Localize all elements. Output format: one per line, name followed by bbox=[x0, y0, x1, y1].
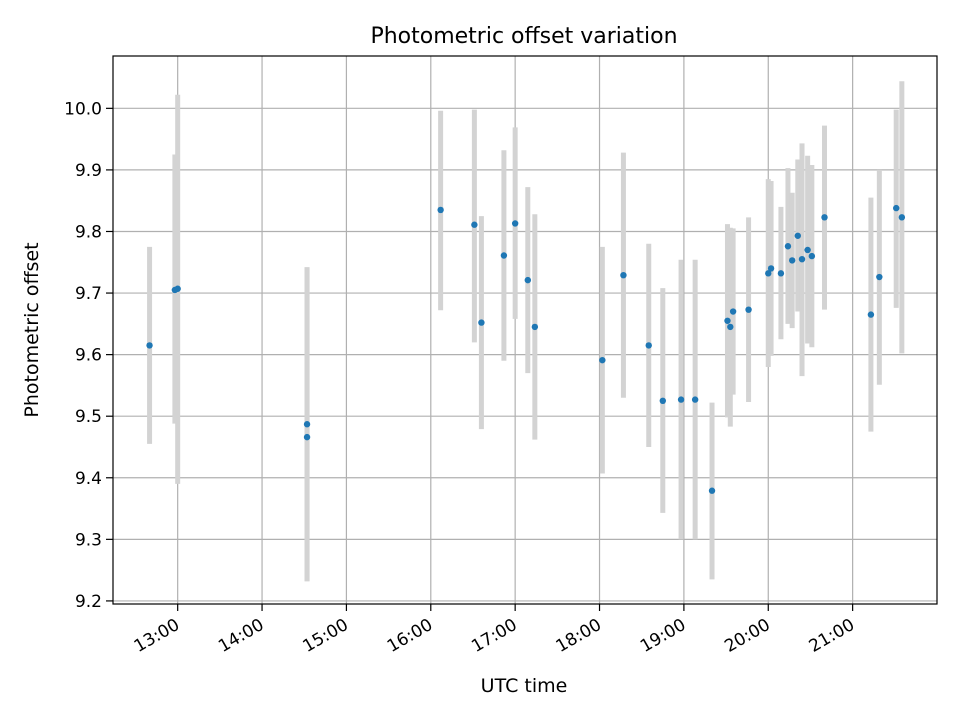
y-tick-label: 9.2 bbox=[75, 592, 102, 612]
data-point bbox=[893, 204, 900, 212]
data-point bbox=[821, 214, 828, 221]
plot-frame bbox=[112, 55, 938, 605]
data-point bbox=[174, 285, 181, 292]
y-tick-label: 9.7 bbox=[75, 284, 102, 304]
data-point bbox=[729, 308, 737, 315]
data-point bbox=[471, 221, 478, 228]
data-point bbox=[500, 252, 508, 259]
data-point bbox=[691, 396, 699, 403]
data-point bbox=[437, 206, 444, 214]
data-point bbox=[765, 270, 772, 277]
y-tick-label: 10.0 bbox=[64, 99, 102, 119]
y-tick-label: 9.6 bbox=[75, 346, 102, 366]
data-point bbox=[708, 487, 716, 494]
data-point bbox=[531, 323, 539, 331]
x-axis-label: UTC time bbox=[481, 675, 568, 697]
y-tick-label: 9.3 bbox=[75, 530, 102, 550]
y-axis-label: Photometric offset bbox=[21, 242, 43, 417]
data-point bbox=[303, 433, 311, 441]
data-point bbox=[808, 252, 816, 260]
data-point bbox=[794, 232, 801, 239]
data-point bbox=[599, 356, 606, 364]
data-point bbox=[876, 273, 883, 281]
data-point bbox=[645, 342, 652, 349]
data-point bbox=[777, 270, 785, 277]
data-point bbox=[659, 397, 667, 405]
data-point bbox=[677, 396, 685, 403]
data-point bbox=[146, 342, 153, 349]
grid-layer bbox=[113, 56, 937, 604]
data-point bbox=[620, 272, 627, 279]
data-point bbox=[898, 214, 906, 221]
data-point bbox=[788, 257, 796, 264]
data-point bbox=[798, 255, 806, 263]
data-point bbox=[727, 323, 734, 331]
point-layer bbox=[146, 204, 906, 494]
data-point bbox=[804, 246, 811, 254]
y-tick-label: 9.9 bbox=[75, 161, 102, 181]
data-point bbox=[784, 243, 792, 250]
data-point bbox=[745, 306, 752, 313]
data-point bbox=[867, 311, 875, 318]
data-point bbox=[724, 317, 731, 324]
data-point bbox=[511, 220, 519, 227]
data-point bbox=[303, 421, 311, 428]
data-point bbox=[767, 265, 775, 272]
data-point bbox=[524, 276, 532, 284]
y-tick-label: 9.8 bbox=[75, 222, 102, 242]
chart-title: Photometric offset variation bbox=[370, 24, 677, 49]
y-tick-label: 9.4 bbox=[75, 469, 102, 489]
data-point bbox=[478, 319, 485, 326]
y-tick-label: 9.5 bbox=[75, 407, 102, 427]
